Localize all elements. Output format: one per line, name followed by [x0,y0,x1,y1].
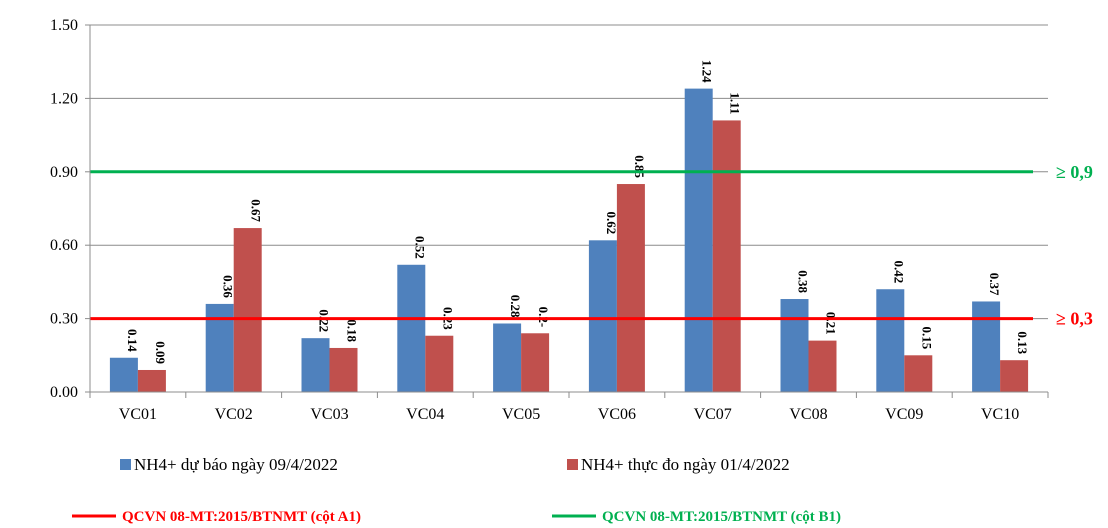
data-label: 0.15 [919,327,934,350]
reference-line-label: ≥ 0,9 [1056,162,1093,182]
data-labels: 0.140.090.360.670.22 0.180.520.230.28 0.2-… [125,60,1030,365]
data-label: 0.42 [891,260,906,283]
category-label: VC10 [981,406,1019,423]
legend-label: QCVN 08-MT:2015/BTNMT (cột B1) [602,509,841,525]
category-label: VC08 [789,406,827,423]
data-label: 0.67 [249,199,264,222]
bar [521,333,550,392]
data-label: 0.13 [1015,331,1030,354]
bar [876,289,905,392]
legend-label: NH4+ thực đo ngày 01/4/2022 [581,455,790,474]
data-label: 0.38 [796,270,811,293]
category-label: VC03 [310,406,348,423]
category-label: VC02 [215,406,253,423]
bar [780,299,809,392]
axes [89,25,1049,398]
data-label: 0.28 [508,295,523,318]
bar [588,240,617,392]
data-label: 0.09 [153,341,168,364]
legend-label: QCVN 08-MT:2015/BTNMT (cột A1) [122,509,361,525]
category-label: VC07 [694,406,732,423]
data-label: 0.62 [604,212,619,235]
data-label: 0.18 [345,319,360,342]
legend-label: NH4+ dự báo ngày 09/4/2022 [134,455,338,474]
y-tick-label: 0.30 [50,311,78,328]
category-label: VC06 [598,406,636,423]
y-tick-label: 0.60 [50,237,78,254]
y-tick-label: 0.90 [50,164,78,181]
bar [684,88,713,392]
data-label: 0.22 [317,309,332,332]
data-label: 0.37 [987,273,1002,296]
data-label: 0.14 [125,329,140,352]
bar [301,338,330,392]
data-label: 0.21 [824,312,839,335]
y-axis-ticks: 0.00 0.30 0.60 0.90 1.20 1.50 [50,17,90,401]
legend-swatch [120,459,131,470]
category-label: VC09 [885,406,923,423]
bar [397,264,426,392]
y-tick-label: 0.00 [50,384,78,401]
y-tick-label: 1.20 [50,90,78,107]
data-label: 0.36 [221,275,236,298]
data-label: 1.24 [700,60,715,83]
y-tick-label: 1.50 [50,17,78,34]
bar [425,335,454,392]
category-label: VC04 [406,406,444,423]
data-label: 0.52 [412,236,427,259]
category-label: VC05 [502,406,540,423]
data-label: 1.11 [728,92,743,114]
bar [109,357,138,392]
bar [1000,360,1029,392]
legend-swatch [567,459,578,470]
bar [493,323,522,392]
bar [233,228,262,392]
reference-line-label: ≥ 0,3 [1056,309,1093,329]
bars [109,88,1029,393]
data-label: 0.2- [536,307,551,328]
data-label: 0.85 [632,155,647,178]
bar [904,355,933,392]
bar [808,340,837,392]
legend: NH4+ dự báo ngày 09/4/2022 NH4+ thực đo n… [72,455,841,525]
category-labels: VC01 VC02 VC03 VC04 VC05 VC06 VC07 VC08 VC09 VC10 [119,406,1019,423]
bar [616,184,645,392]
bar [137,369,166,392]
bar [329,347,358,392]
category-label: VC01 [119,406,157,423]
reference-lines: ≥ 0,3 ≥ 0,9 [90,162,1093,329]
bar [712,120,741,393]
bar [972,301,1001,392]
